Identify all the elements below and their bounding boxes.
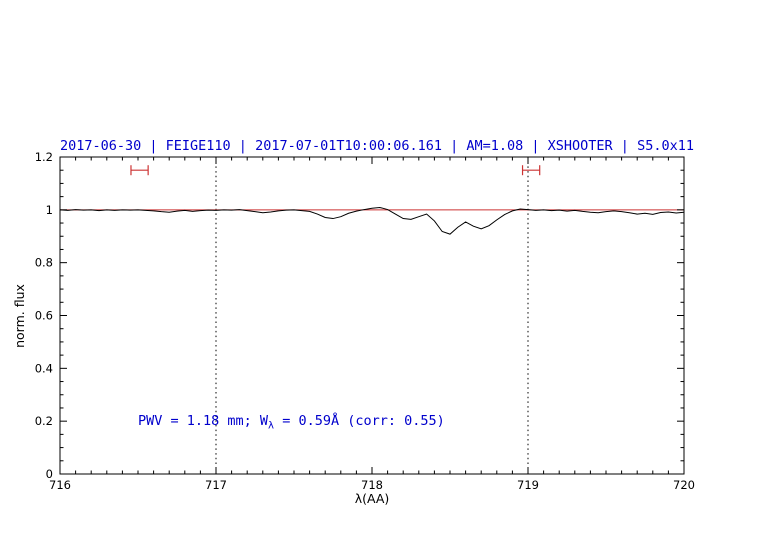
band-width-marker xyxy=(130,165,149,176)
x-tick-label: 716 xyxy=(49,478,71,492)
y-tick-label: 0.8 xyxy=(35,256,53,270)
y-tick-label: 0.2 xyxy=(35,414,53,428)
y-tick-label: 0.4 xyxy=(35,361,53,375)
pwv-annotation-subscript: λ xyxy=(268,420,275,432)
x-tick-label: 717 xyxy=(205,478,227,492)
pwv-annotation-prefix: PWV = 1.18 mm; W xyxy=(138,413,269,429)
x-axis-label: λ(AA) xyxy=(354,491,390,506)
x-tick-label: 718 xyxy=(361,478,383,492)
chart-title: 2017-06-30 | FEIGE110 | 2017-07-01T10:00… xyxy=(60,138,694,154)
y-tick-label: 0.6 xyxy=(35,309,53,323)
x-tick-label: 720 xyxy=(673,478,695,492)
y-tick-label: 1 xyxy=(46,203,53,217)
spectrum-line xyxy=(59,206,685,235)
pwv-annotation: PWV = 1.18 mm; Wλ = 0.59Å (corr: 0.55) xyxy=(138,413,445,432)
y-axis-label: norm. flux xyxy=(12,284,27,348)
pwv-annotation-suffix: = 0.59Å (corr: 0.55) xyxy=(274,413,445,429)
axis-ticks xyxy=(59,156,685,475)
band-width-marker xyxy=(521,165,541,176)
y-tick-label: 1.2 xyxy=(35,150,53,164)
y-tick-label: 0 xyxy=(46,467,53,481)
x-tick-label: 719 xyxy=(517,478,539,492)
